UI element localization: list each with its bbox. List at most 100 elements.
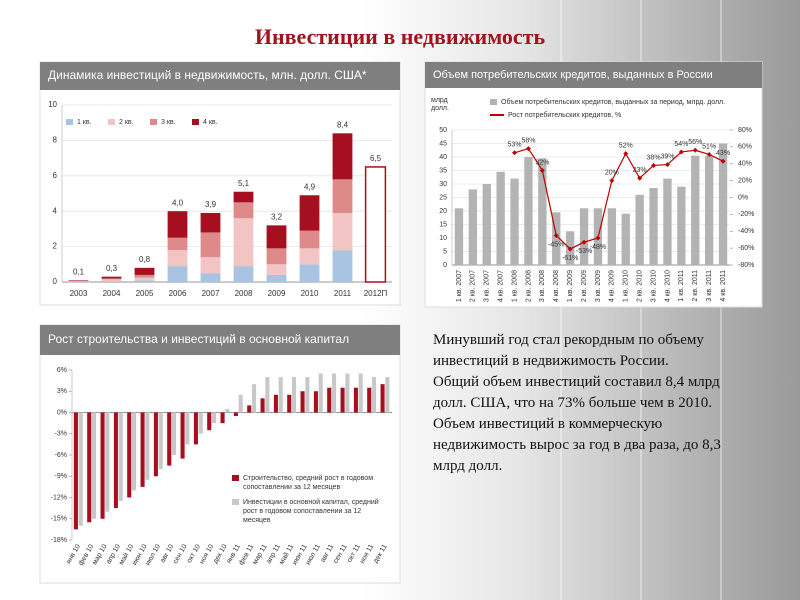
bar [105,412,110,512]
bar [367,387,372,413]
bar [468,189,478,265]
bar-segment [332,179,353,213]
line-marker [567,246,573,252]
y-tick-label: -6% [55,452,67,459]
bar-segment [200,232,221,258]
x-tick-label: 2006 [169,289,187,298]
total-label: 6,5 [370,154,382,163]
bar [621,213,630,265]
bar [300,391,305,413]
bar [140,412,145,487]
legend-item: 2 кв. [108,118,148,127]
data-label: 54% [674,141,688,148]
x-tick-label: 3 кв. 2007 [484,270,491,302]
bar [579,208,589,265]
bar [185,412,190,445]
bar [260,398,265,413]
legend-swatch [232,475,239,481]
y-tick-label: 2 [53,242,58,251]
line-marker [512,150,518,156]
bar-segment [332,212,353,251]
line-marker [553,232,559,238]
total-label: 0,3 [106,264,118,273]
bar [345,373,350,413]
y-tick-label: 50 [439,127,447,134]
x-tick-label: 2010 [301,289,319,298]
y2-tick-label: 40% [738,161,752,168]
panel [39,324,401,584]
line-marker [637,175,643,181]
bar-segment [200,212,221,233]
bar [127,412,132,498]
x-tick-label: 4 кв. 2009 [609,270,616,302]
bar [167,412,172,466]
bar [292,377,297,413]
panel-header [425,62,762,88]
y-tick-label: 0% [57,409,67,416]
data-label: 38% [647,154,661,161]
x-tick-label: 2 кв. 2010 [636,270,643,302]
legend-swatch [490,99,497,105]
x-tick-label: 2005 [136,289,154,298]
slide-title: Инвестиции в недвижимость [254,24,546,49]
line-marker [581,239,587,245]
legend-label: 2 кв. [119,119,134,126]
bar [212,412,217,424]
legend-swatch [108,119,115,125]
chart-title: Объем потребительских кредитов, выданных… [433,69,713,81]
bar [78,412,83,526]
bar [113,412,118,509]
data-label: 43% [716,150,730,157]
bar [172,412,177,455]
y2-tick-label: -40% [738,228,754,235]
bar [193,412,198,445]
data-label: 51% [702,143,716,150]
bar-segment [134,274,155,278]
legend-label: Рост потребительских кредитов, % [508,112,622,119]
bar [552,212,561,265]
legend-label: 3 кв. [161,119,176,126]
data-label: 20% [605,169,619,176]
bar [524,157,533,265]
bar-segment [134,277,155,281]
bar [538,158,547,265]
y-tick-label: 25 [439,194,447,201]
bar [327,387,332,413]
bar [265,377,270,413]
bar-segment [299,264,320,282]
bar [380,384,385,413]
y-tick-label: 4 [53,206,58,215]
bar-segment [134,267,155,275]
bar [180,412,185,459]
data-label: -61% [562,255,578,262]
x-tick-label: 2012П [364,289,388,298]
data-label: 39% [660,153,674,160]
legend-item: 1 кв. [66,118,106,127]
legend-item: Рост потребительских кредитов, % [490,111,730,120]
data-label: 32% [535,159,549,166]
bar [73,412,78,530]
y-tick-label: 45 [439,140,447,147]
bar-segment [200,273,221,282]
line-marker [720,158,726,164]
bar-segment [332,250,353,282]
bar-segment [266,274,287,282]
data-label: 58% [521,137,535,144]
bar-segment [200,257,221,274]
bar-segment [266,264,287,275]
x-tick-label: 2 кв. 2007 [470,270,477,302]
bar-segment [233,202,254,219]
bar [207,412,212,431]
bar [332,373,337,413]
y-tick-label: 15 [439,221,447,228]
bar [118,412,123,502]
legend-item: Инвестиции в основной капитал, средний р… [232,498,382,525]
text-block: Минувший год стал рекордным по объему ин… [433,330,755,477]
x-tick-label: 3 кв. 2008 [539,270,546,302]
x-tick-label: 1 кв. 2011 [678,270,685,302]
x-tick-label: 1 кв. 2008 [511,270,518,302]
legend-label: Инвестиции в основной капитал, средний р… [243,499,379,524]
bar-segment [332,133,353,180]
